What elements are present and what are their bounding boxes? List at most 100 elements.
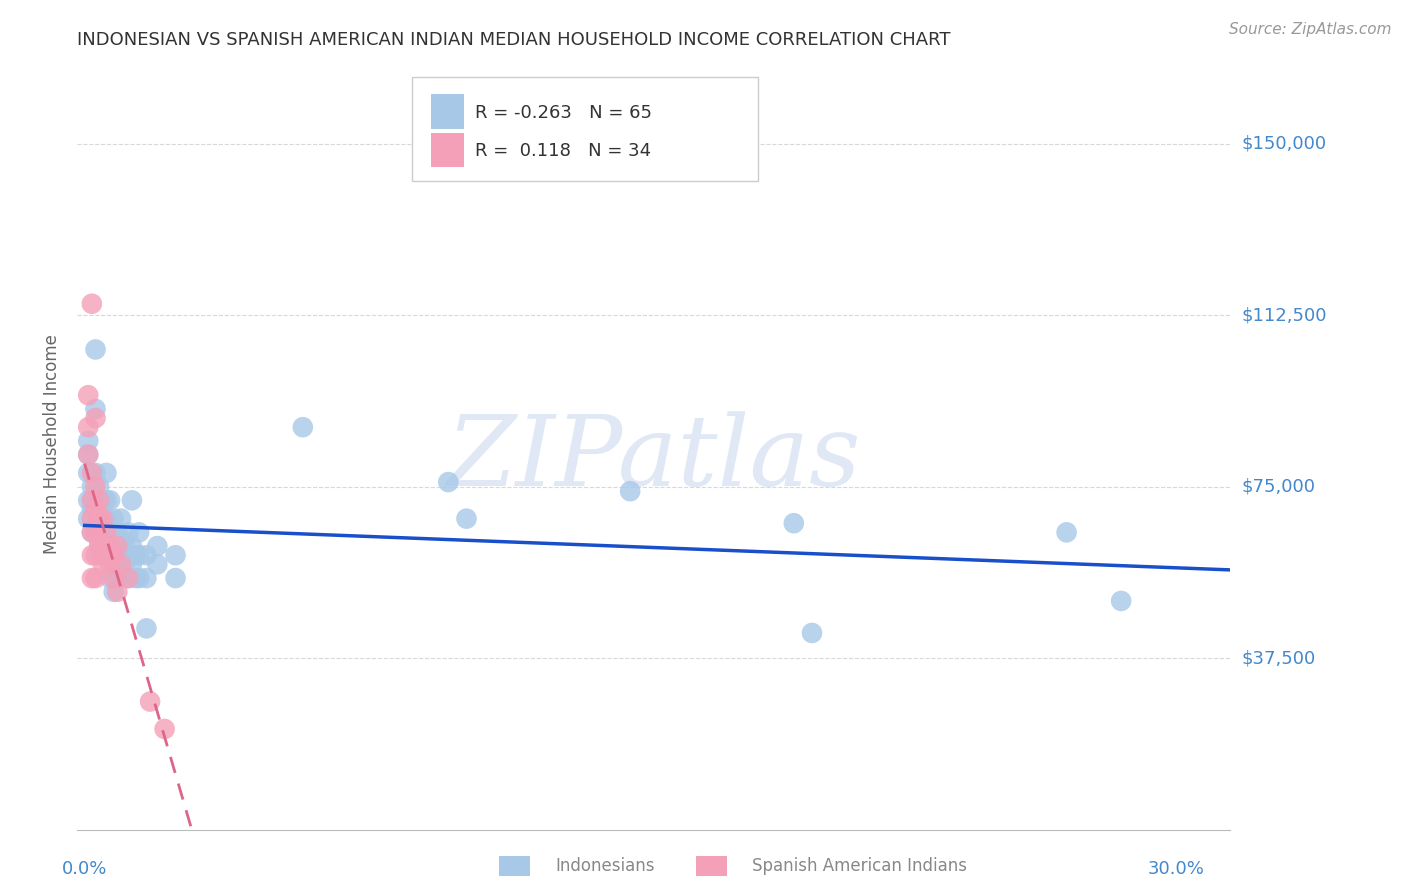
- Point: [139, 694, 162, 708]
- Text: 0.0%: 0.0%: [62, 860, 107, 878]
- Point: [98, 493, 121, 508]
- Bar: [696, 856, 727, 876]
- Point: [84, 466, 107, 480]
- Point: [84, 401, 107, 416]
- Point: [80, 493, 103, 508]
- Point: [84, 548, 107, 562]
- Point: [98, 539, 121, 553]
- Point: [91, 548, 114, 562]
- Point: [96, 511, 118, 525]
- Point: [291, 420, 314, 434]
- Point: [121, 539, 143, 553]
- Point: [153, 722, 176, 736]
- Point: [98, 558, 121, 572]
- Point: [98, 571, 121, 585]
- Text: $112,500: $112,500: [1241, 306, 1327, 324]
- Point: [96, 493, 118, 508]
- Point: [98, 525, 121, 540]
- Point: [80, 525, 103, 540]
- Point: [105, 584, 128, 599]
- FancyBboxPatch shape: [412, 78, 758, 181]
- Point: [110, 539, 132, 553]
- Text: R =  0.118   N = 34: R = 0.118 N = 34: [475, 142, 651, 161]
- Point: [165, 548, 187, 562]
- Point: [117, 525, 139, 540]
- Point: [456, 511, 478, 525]
- Point: [77, 511, 100, 525]
- Point: [80, 571, 103, 585]
- Point: [84, 525, 107, 540]
- Text: $75,000: $75,000: [1241, 477, 1316, 496]
- Point: [96, 525, 118, 540]
- Text: $150,000: $150,000: [1241, 135, 1326, 153]
- Text: Spanish American Indians: Spanish American Indians: [752, 857, 967, 875]
- Point: [128, 548, 150, 562]
- Point: [103, 511, 125, 525]
- Point: [80, 548, 103, 562]
- Point: [619, 484, 641, 499]
- Point: [89, 480, 111, 494]
- Point: [128, 525, 150, 540]
- Point: [84, 493, 107, 508]
- Bar: [499, 856, 530, 876]
- Point: [77, 420, 100, 434]
- Point: [105, 539, 128, 553]
- Point: [77, 448, 100, 462]
- Point: [124, 571, 146, 585]
- Point: [80, 525, 103, 540]
- Point: [1109, 594, 1132, 608]
- Point: [103, 548, 125, 562]
- Point: [84, 511, 107, 525]
- Point: [114, 534, 136, 549]
- Point: [105, 525, 128, 540]
- Point: [96, 548, 118, 562]
- Point: [117, 571, 139, 585]
- Point: [91, 511, 114, 525]
- Point: [80, 297, 103, 311]
- Point: [80, 511, 103, 525]
- Y-axis label: Median Household Income: Median Household Income: [44, 334, 62, 554]
- Point: [80, 511, 103, 525]
- Point: [89, 525, 111, 540]
- Point: [89, 502, 111, 516]
- Point: [117, 571, 139, 585]
- Point: [89, 539, 111, 553]
- Text: Source: ZipAtlas.com: Source: ZipAtlas.com: [1229, 22, 1392, 37]
- Point: [84, 411, 107, 425]
- Bar: [432, 94, 464, 128]
- Point: [80, 493, 103, 508]
- Point: [91, 493, 114, 508]
- Point: [91, 539, 114, 553]
- Point: [96, 466, 118, 480]
- Point: [84, 343, 107, 357]
- Point: [77, 434, 100, 448]
- Point: [114, 558, 136, 572]
- Point: [91, 511, 114, 525]
- Point: [135, 621, 157, 635]
- Text: ZIPatlas: ZIPatlas: [447, 411, 860, 507]
- Point: [165, 571, 187, 585]
- Point: [801, 626, 824, 640]
- Point: [437, 475, 460, 489]
- Text: Indonesians: Indonesians: [555, 857, 655, 875]
- Point: [121, 493, 143, 508]
- Point: [84, 525, 107, 540]
- Point: [103, 539, 125, 553]
- Point: [135, 571, 157, 585]
- Point: [117, 548, 139, 562]
- Point: [84, 502, 107, 516]
- Text: R = -0.263   N = 65: R = -0.263 N = 65: [475, 103, 652, 121]
- Point: [128, 571, 150, 585]
- Point: [146, 558, 169, 572]
- Point: [124, 548, 146, 562]
- Point: [77, 448, 100, 462]
- Text: INDONESIAN VS SPANISH AMERICAN INDIAN MEDIAN HOUSEHOLD INCOME CORRELATION CHART: INDONESIAN VS SPANISH AMERICAN INDIAN ME…: [77, 31, 950, 49]
- Point: [96, 534, 118, 549]
- Point: [103, 558, 125, 572]
- Point: [91, 558, 114, 572]
- Point: [84, 480, 107, 494]
- Bar: [432, 133, 464, 168]
- Point: [77, 493, 100, 508]
- Text: $37,500: $37,500: [1241, 649, 1316, 667]
- Point: [89, 511, 111, 525]
